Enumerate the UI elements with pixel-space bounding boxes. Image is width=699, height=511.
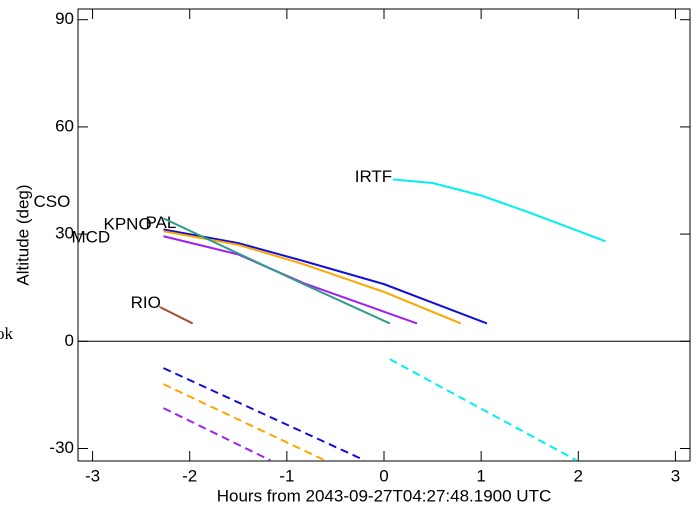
y-axis-label: Altitude (deg) [13,184,32,285]
x-tick-label: 1 [476,466,485,485]
line-label: PAL [145,213,176,232]
x-tick-label: -1 [279,466,294,485]
line-label: MCD [71,228,110,247]
line [163,235,418,325]
y-tick-label: 90 [55,9,74,28]
y-tick-label: -30 [49,438,74,457]
line-label: IRTF [355,167,392,186]
x-tick-label: -2 [182,466,197,485]
line [160,306,194,325]
line-label: KPNO [103,215,151,234]
y-tick-label: 0 [65,331,74,350]
x-tick-label: 2 [574,466,583,485]
y-tick-label: 30 [55,224,74,243]
line-label: RIO [131,293,161,312]
x-tick-label: -3 [85,466,100,485]
dashed-line [389,358,577,461]
line [392,178,606,243]
line [163,230,462,325]
dashed-line [163,383,326,461]
plot-frame [77,8,691,462]
x-axis-label: Hours from 2043-09-27T04:27:48.1900 UTC [217,486,552,505]
line [163,217,391,325]
label-leader [158,305,161,308]
line-label: CSO [33,192,70,211]
annotation: ok [0,324,14,343]
dashed-line [163,367,365,461]
line [163,228,488,325]
x-tick-label: 0 [379,466,388,485]
x-tick-label: 3 [671,466,680,485]
y-tick-label: 60 [55,116,74,135]
dashed-line [163,407,271,461]
